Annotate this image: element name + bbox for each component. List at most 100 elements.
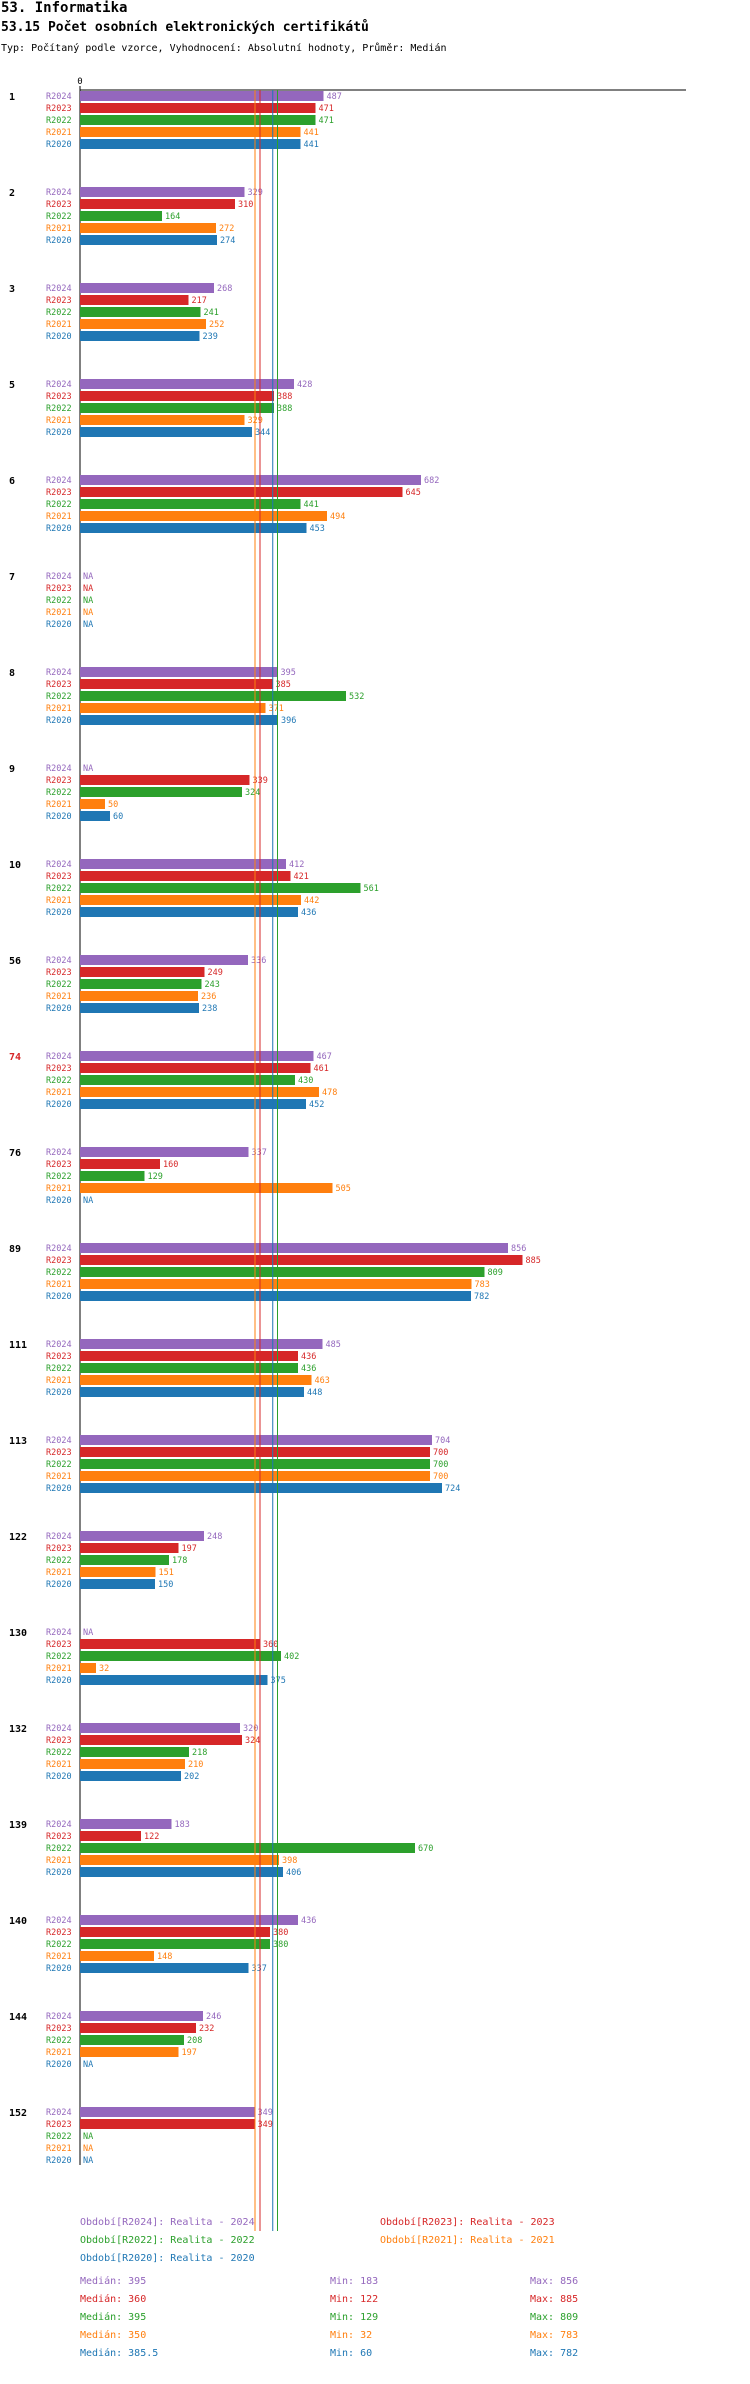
data-label: 388	[277, 404, 292, 414]
data-label: 371	[269, 704, 284, 714]
data-label: 453	[310, 524, 325, 534]
series-label: R2024	[46, 764, 72, 774]
data-label: 478	[322, 1088, 337, 1098]
data-label: 324	[245, 788, 260, 798]
data-label: 274	[220, 236, 235, 246]
data-label: 395	[281, 668, 296, 678]
bar	[80, 1063, 311, 1073]
series-label: R2023	[46, 488, 72, 498]
stats-table: Medián: 395 Min: 183 Max: 856 Medián: 360 Mi…	[80, 2275, 578, 2359]
data-label: 436	[301, 1364, 316, 1374]
bar	[80, 1243, 508, 1253]
series-label: R2024	[46, 1628, 72, 1638]
bar	[80, 715, 278, 725]
series-label: R2021	[46, 896, 72, 906]
data-label: 700	[433, 1448, 448, 1458]
series-label: R2022	[46, 1172, 72, 1182]
data-label: 232	[199, 2024, 214, 2034]
series-label: R2024	[46, 1148, 72, 1158]
series-label: R2022	[46, 1940, 72, 1950]
data-label: 236	[201, 992, 216, 1002]
bar	[80, 139, 301, 149]
data-label: 441	[304, 500, 319, 510]
na-label: NA	[83, 608, 93, 618]
data-label: 160	[163, 1160, 178, 1170]
series-label: R2021	[46, 1472, 72, 1482]
data-label: 436	[301, 1916, 316, 1926]
group-label: 56	[9, 956, 21, 967]
series-label: R2020	[46, 1100, 72, 1110]
series-label: R2024	[46, 956, 72, 966]
series-label: R2021	[46, 320, 72, 330]
series-label: R2020	[46, 1964, 72, 1974]
series-label: R2024	[46, 1724, 72, 1734]
series-label: R2024	[46, 188, 72, 198]
bar	[80, 1051, 314, 1061]
bar	[80, 427, 252, 437]
data-label: 505	[336, 1184, 351, 1194]
data-label: 122	[144, 1832, 159, 1842]
na-label: NA	[83, 2144, 93, 2154]
bar	[80, 1087, 319, 1097]
data-label: 164	[165, 212, 180, 222]
data-label: 246	[206, 2012, 221, 2022]
series-label: R2023	[46, 104, 72, 114]
legend-entry: Období[R2020]: Realita - 2020	[80, 2252, 255, 2264]
bar	[80, 1735, 242, 1745]
data-label: 248	[207, 1532, 222, 1542]
series-label: R2022	[46, 1076, 72, 1086]
bar	[80, 1555, 169, 1565]
bar	[80, 1099, 306, 1109]
data-label: 150	[158, 1580, 173, 1590]
series-label: R2021	[46, 992, 72, 1002]
series-label: R2022	[46, 1268, 72, 1278]
na-label: NA	[83, 2156, 93, 2166]
bar	[80, 787, 242, 797]
group-label: 76	[9, 1148, 21, 1159]
series-label: R2024	[46, 380, 72, 390]
bar	[80, 1819, 172, 1829]
legend-entry: Období[R2023]: Realita - 2023	[380, 2216, 555, 2228]
series-label: R2024	[46, 1052, 72, 1062]
series-label: R2020	[46, 332, 72, 342]
data-label: 436	[301, 1352, 316, 1362]
series-label: R2023	[46, 1640, 72, 1650]
stat-min: Min: 183	[330, 2276, 378, 2287]
bar	[80, 1363, 298, 1373]
data-label: 243	[205, 980, 220, 990]
series-label: R2021	[46, 1952, 72, 1962]
bar	[80, 1963, 249, 1973]
na-label: NA	[83, 1196, 93, 1206]
series-label: R2022	[46, 1652, 72, 1662]
bar	[80, 883, 361, 893]
group-label: 89	[9, 1244, 21, 1255]
bar	[80, 1579, 155, 1589]
data-label: 50	[108, 800, 118, 810]
series-label: R2024	[46, 572, 72, 582]
series-label: R2024	[46, 92, 72, 102]
series-label: R2020	[46, 1004, 72, 1014]
na-label: NA	[83, 584, 93, 594]
data-label: 252	[209, 320, 224, 330]
bar	[80, 1183, 333, 1193]
series-label: R2020	[46, 236, 72, 246]
data-label: 129	[148, 1172, 163, 1182]
series-label: R2021	[46, 128, 72, 138]
bar	[80, 523, 307, 533]
series-label: R2024	[46, 1244, 72, 1254]
data-label: 436	[301, 908, 316, 918]
bar	[80, 1771, 181, 1781]
stat-min: Min: 122	[330, 2294, 378, 2305]
data-label: 783	[475, 1280, 490, 1290]
series-label: R2022	[46, 2036, 72, 2046]
series-label: R2020	[46, 812, 72, 822]
data-label: 406	[286, 1868, 301, 1878]
data-label: 487	[327, 92, 342, 102]
data-label: 467	[317, 1052, 332, 1062]
data-label: 809	[488, 1268, 503, 1278]
bar	[80, 895, 301, 905]
series-label: R2020	[46, 716, 72, 726]
bar	[80, 979, 202, 989]
bar	[80, 775, 250, 785]
